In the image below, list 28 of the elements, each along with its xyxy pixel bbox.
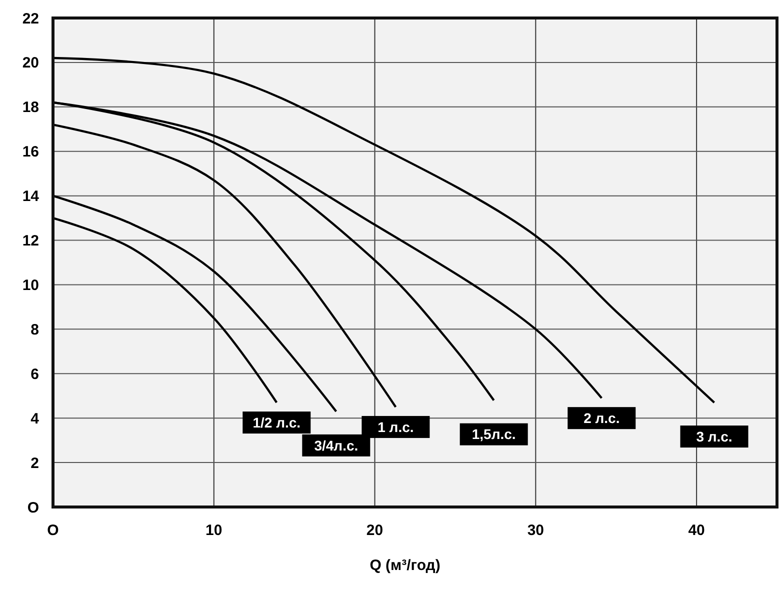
x-tick-label: 10 [206,522,222,539]
y-tick-label: 22 [22,10,39,28]
x-axis-title: Q (м³/год) [370,557,440,574]
y-tick-label: 2 [30,454,39,472]
series-label: 1 л.с. [378,418,414,435]
y-tick-label: 20 [22,54,39,72]
y-tick-label: 14 [22,188,40,206]
x-tick-label: 40 [688,522,705,539]
line-series [52,56,716,404]
x-tick-label: 20 [366,522,384,539]
x-tick-label: O [47,522,60,539]
y-tick-label: 4 [30,410,40,428]
y-tick-label: 12 [22,232,39,250]
text: 1,5л.с. [472,426,516,442]
series-label: 1/2 л.с. [252,414,301,430]
line-series [52,124,397,408]
y-tick-label: 8 [30,321,39,338]
y-tick-label: 16 [22,144,39,161]
y-tick-label: O [27,499,40,516]
line-series [52,194,338,413]
y-tick-label: 10 [22,276,39,294]
text: 3 л.с. [696,428,732,444]
series-label: 2 л.с. [584,410,620,426]
y-tick-label: 6 [30,366,39,383]
x-tick-label: 30 [527,522,544,539]
text: 3/4л.с. [314,437,358,454]
y-tick-label: 18 [22,99,39,116]
line-series [52,216,278,404]
